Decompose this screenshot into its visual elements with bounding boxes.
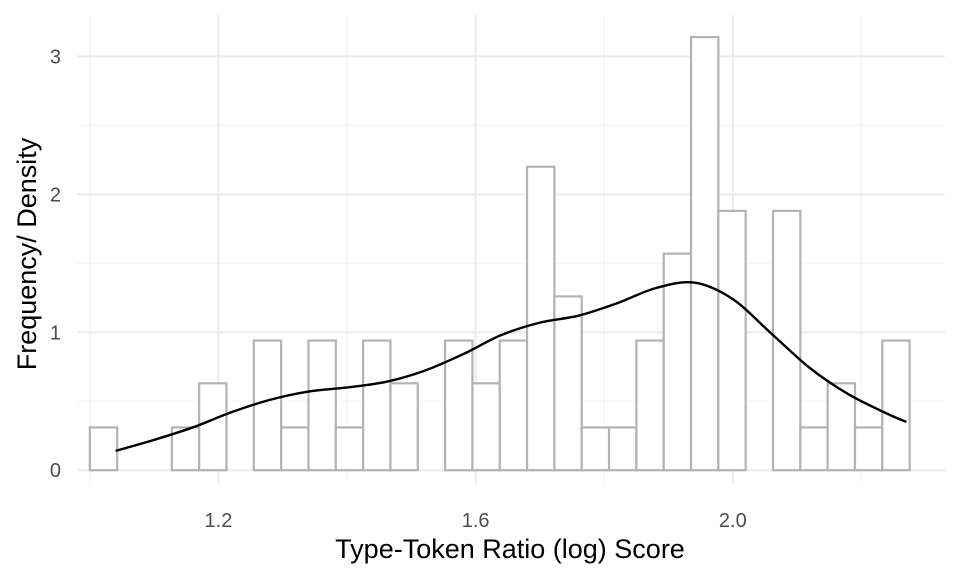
density-curve: [115, 280, 907, 453]
histogram-bar: [717, 209, 747, 472]
histogram-bar: [362, 339, 392, 472]
histogram-bar: [525, 165, 556, 472]
histogram-bar: [607, 426, 638, 472]
histogram-bar: [88, 426, 119, 472]
histogram-bar: [498, 339, 529, 472]
histogram-bar: [799, 426, 829, 472]
histogram-bars: [88, 35, 911, 472]
y-tick-label: 3: [50, 46, 61, 68]
histogram-bar: [553, 295, 583, 472]
histogram-bar: [771, 209, 802, 472]
x-axis-title: Type-Token Ratio (log) Score: [335, 534, 685, 564]
y-axis-title: Frequency/ Density: [12, 137, 42, 370]
histogram-bar: [853, 426, 884, 472]
histogram-bar: [635, 339, 665, 472]
histogram-bar: [198, 382, 228, 472]
y-tick-label: 1: [50, 322, 61, 344]
y-tick-label: 0: [50, 460, 61, 482]
x-tick-label: 1.2: [205, 510, 233, 532]
histogram-bar: [280, 426, 310, 472]
x-tick-label: 2.0: [719, 510, 747, 532]
x-axis-tick-labels: 1.2 1.6 2.0: [205, 510, 747, 532]
histogram-bar: [881, 339, 911, 472]
histogram-bar: [252, 339, 283, 472]
histogram-bar: [334, 426, 365, 472]
histogram-bar: [471, 382, 501, 472]
histogram-bar: [389, 382, 419, 472]
y-tick-label: 2: [50, 184, 61, 206]
y-axis-tick-labels: 0 1 2 3: [50, 46, 61, 482]
x-tick-label: 1.6: [462, 510, 490, 532]
histogram-bar: [689, 35, 720, 472]
histogram-bar: [307, 339, 337, 472]
histogram-bar: [580, 426, 611, 472]
